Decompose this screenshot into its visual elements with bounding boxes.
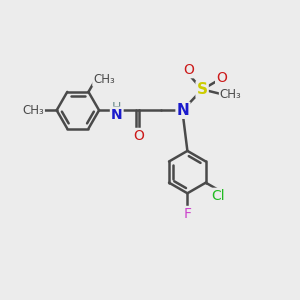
Text: CH₃: CH₃ bbox=[22, 104, 44, 117]
Text: O: O bbox=[183, 63, 194, 77]
Text: Cl: Cl bbox=[212, 189, 225, 203]
Text: S: S bbox=[196, 82, 208, 97]
Text: O: O bbox=[134, 129, 144, 143]
Text: N: N bbox=[111, 108, 122, 122]
Text: O: O bbox=[216, 71, 227, 85]
Text: F: F bbox=[183, 207, 191, 221]
Text: H: H bbox=[112, 101, 122, 114]
Text: CH₃: CH₃ bbox=[93, 73, 115, 85]
Text: CH₃: CH₃ bbox=[220, 88, 242, 100]
Text: N: N bbox=[177, 103, 189, 118]
